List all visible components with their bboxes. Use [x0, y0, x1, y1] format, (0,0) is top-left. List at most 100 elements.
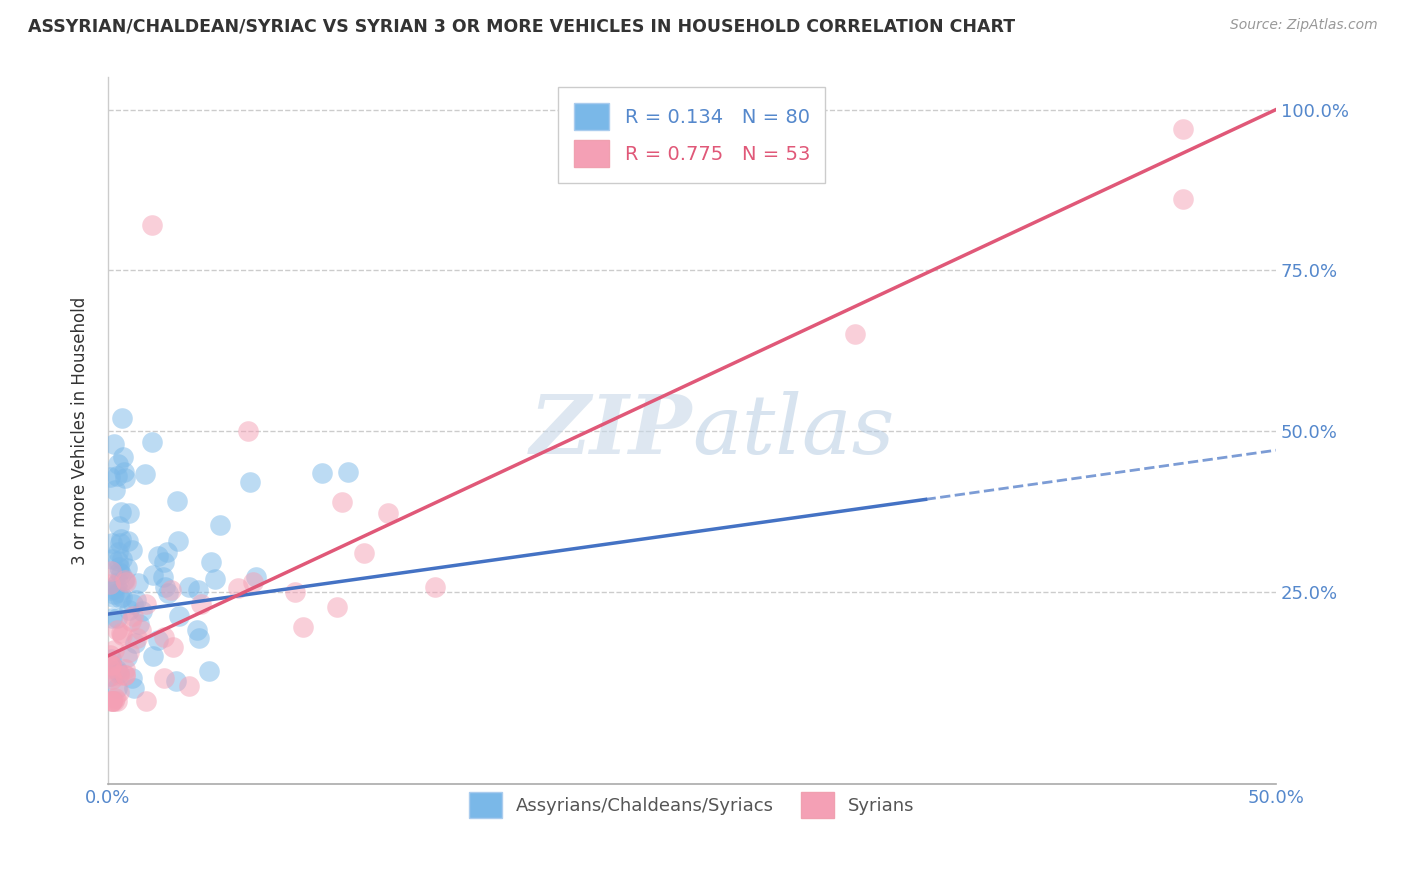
Point [105, 469, 128, 483]
Point [100, 673, 122, 687]
Point [110, 625, 132, 640]
Point [98, 661, 121, 675]
Text: Source: ZipAtlas.com: Source: ZipAtlas.com [1230, 18, 1378, 32]
Point [141, 434, 163, 449]
Point [108, 665, 131, 680]
Point [104, 691, 127, 706]
Point [190, 597, 212, 611]
Legend: Assyrians/Chaldeans/Syriacs, Syrians: Assyrians/Chaldeans/Syriacs, Syrians [463, 785, 922, 825]
Point [120, 614, 142, 628]
Point [98, 582, 121, 597]
Point [135, 597, 157, 611]
Point [141, 219, 163, 233]
Text: atlas: atlas [692, 391, 894, 471]
Point [152, 570, 174, 584]
Point [118, 603, 141, 617]
Point [101, 610, 124, 624]
Point [122, 597, 145, 611]
Point [284, 584, 307, 599]
Point [187, 583, 209, 598]
Point [121, 608, 143, 623]
Point [111, 552, 134, 566]
Point [336, 465, 359, 479]
Point [160, 583, 183, 598]
Point [153, 630, 176, 644]
Point [128, 617, 150, 632]
Point [105, 681, 128, 695]
Point [101, 694, 124, 708]
Point [131, 604, 153, 618]
Point [110, 533, 132, 547]
Point [98, 656, 121, 670]
Point [204, 572, 226, 586]
Point [107, 685, 129, 699]
Point [844, 326, 866, 341]
Point [125, 631, 148, 645]
Point [108, 585, 131, 599]
Point [110, 505, 132, 519]
Point [122, 681, 145, 695]
Point [118, 506, 141, 520]
Point [179, 679, 201, 693]
Point [134, 467, 156, 482]
Point [377, 506, 399, 520]
Point [103, 437, 125, 451]
Point [114, 574, 136, 589]
Point [103, 582, 125, 596]
Point [98, 668, 121, 682]
Point [103, 643, 125, 657]
Point [142, 567, 165, 582]
Point [208, 517, 231, 532]
Point [236, 424, 259, 438]
Point [245, 570, 267, 584]
Point [105, 578, 128, 592]
Point [115, 561, 138, 575]
Point [103, 586, 125, 600]
Point [100, 657, 122, 672]
Point [100, 657, 122, 672]
Point [142, 648, 165, 663]
Point [114, 573, 136, 587]
Text: ZIP: ZIP [529, 391, 692, 471]
Point [186, 623, 208, 637]
Point [155, 545, 177, 559]
Point [98, 576, 121, 591]
Point [114, 668, 136, 682]
Point [152, 671, 174, 685]
Point [197, 664, 219, 678]
Point [165, 673, 187, 688]
Point [153, 555, 176, 569]
Point [118, 644, 141, 658]
Point [107, 545, 129, 559]
Point [239, 475, 262, 489]
Point [112, 573, 135, 587]
Point [124, 636, 146, 650]
Point [110, 567, 132, 582]
Point [200, 555, 222, 569]
Point [127, 575, 149, 590]
Point [135, 694, 157, 708]
Point [423, 580, 446, 594]
Point [107, 553, 129, 567]
Point [101, 590, 124, 604]
Point [114, 662, 136, 676]
Point [105, 694, 128, 708]
Point [107, 574, 129, 589]
Point [105, 611, 128, 625]
Point [105, 623, 128, 637]
Point [131, 623, 153, 637]
Point [146, 549, 169, 563]
Point [105, 663, 128, 677]
Point [330, 495, 353, 509]
Point [311, 467, 333, 481]
Point [162, 640, 184, 654]
Point [226, 581, 249, 595]
Point [108, 536, 131, 550]
Point [107, 457, 129, 471]
Point [1171, 121, 1194, 136]
Point [111, 450, 134, 464]
Point [121, 542, 143, 557]
Point [166, 534, 188, 549]
Point [108, 591, 131, 606]
Point [326, 599, 349, 614]
